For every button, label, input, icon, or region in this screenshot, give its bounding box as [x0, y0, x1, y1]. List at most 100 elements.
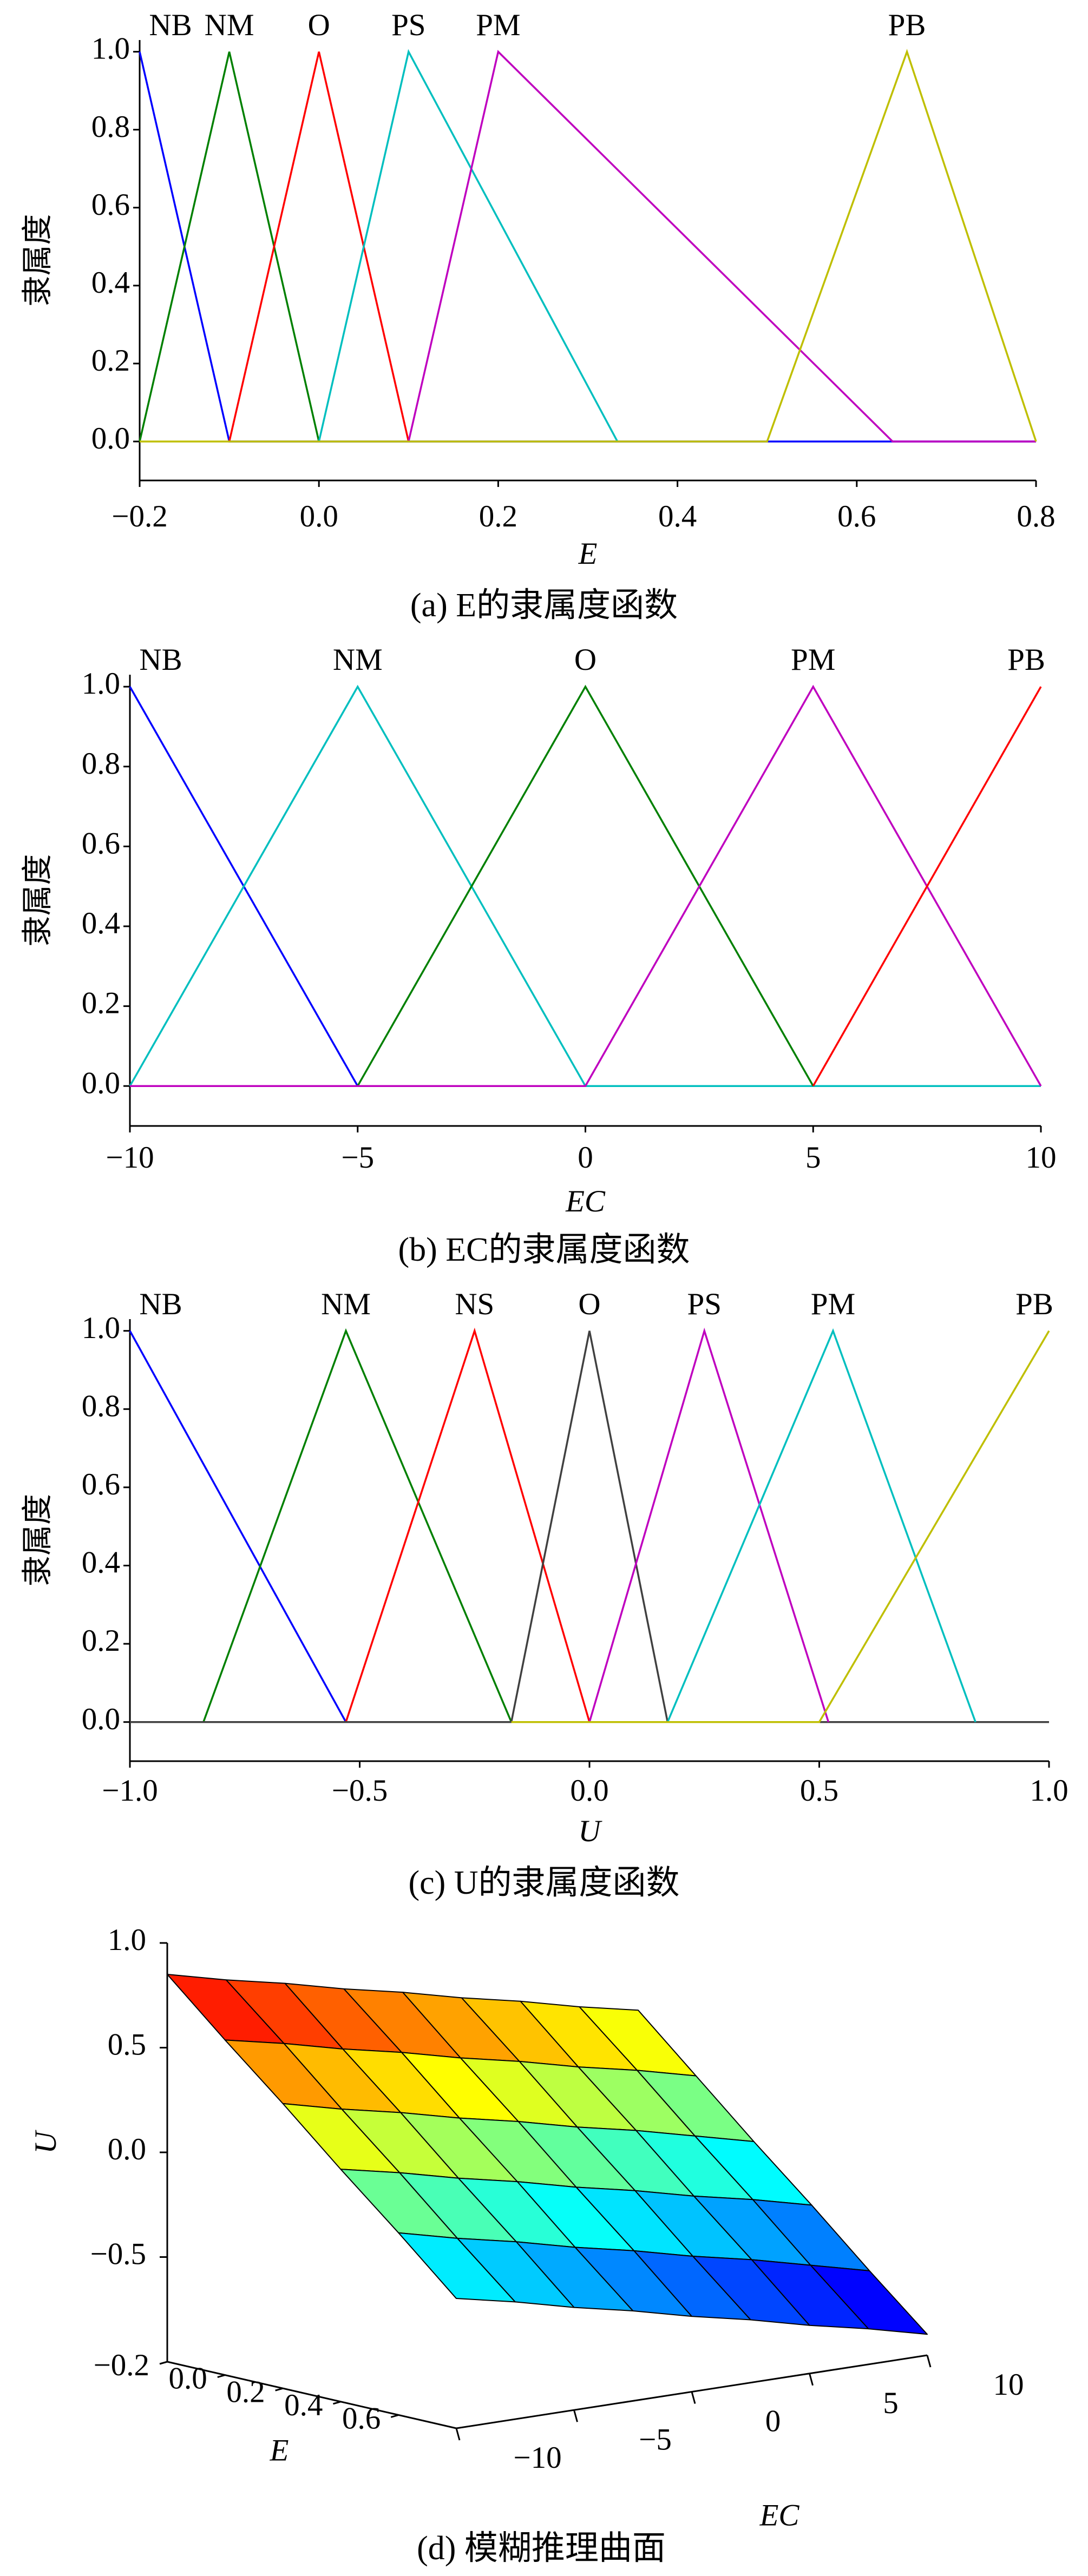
series-line: [228, 51, 410, 442]
y-tick-label: 0: [765, 2404, 781, 2439]
y-tick-label: 1.0: [82, 667, 120, 701]
y-tick-label: −10: [513, 2441, 561, 2475]
x-tick-label: 0.8: [1017, 499, 1055, 533]
series-label: PB: [1015, 1287, 1053, 1321]
x-axis-label: U: [578, 1814, 602, 1848]
y-tick-label: 0.4: [82, 1546, 120, 1580]
y-tick-label: 0.8: [82, 1389, 120, 1423]
x-tick-label: −1.0: [102, 1774, 158, 1808]
caption: (c) U的隶属度函数: [408, 1865, 679, 1901]
y-tick-label: 0.0: [91, 421, 130, 456]
x-tick-label: 0.4: [658, 499, 697, 533]
caption: (a) E的隶属度函数: [410, 587, 678, 624]
y-axis-label: 隶属度: [21, 1494, 55, 1586]
y-axis-label: EC: [759, 2499, 800, 2533]
surface-patch: [398, 2232, 516, 2303]
z-axis-label: U: [29, 2130, 63, 2154]
series-line: [129, 684, 1041, 1087]
x-axis-label: E: [578, 537, 598, 571]
series-label: NB: [139, 643, 182, 677]
series-label: NB: [139, 1287, 182, 1321]
series-line: [130, 684, 1042, 1087]
series-line: [130, 1330, 1049, 1723]
x-tick-label: 0.0: [300, 499, 338, 533]
x-axis-label: EC: [565, 1184, 606, 1218]
x-tick: [159, 2361, 168, 2365]
x-tick-label: 0.6: [837, 499, 876, 533]
y-tick-label: 1.0: [82, 1311, 120, 1345]
series-label: O: [308, 8, 330, 42]
y-tick-label: 10: [993, 2368, 1024, 2402]
x-tick-label: 0.2: [479, 499, 517, 533]
series-label: NM: [321, 1287, 371, 1321]
y-tick-label: 0.6: [91, 188, 130, 222]
series-line: [318, 49, 619, 442]
x-tick-label: −10: [106, 1141, 154, 1175]
x-axis: [167, 2361, 457, 2429]
x-tick: [217, 2374, 226, 2379]
y-tick-label: 0.8: [91, 110, 130, 144]
y-tick-label: 0.2: [91, 344, 130, 378]
series-line: [812, 686, 1042, 1087]
y-tick-label: 0.8: [82, 747, 120, 781]
x-tick-label: 0.6: [342, 2401, 381, 2435]
y-tick-label: 0.2: [82, 986, 120, 1020]
caption: (d) 模糊推理曲面: [417, 2530, 666, 2567]
x-tick-label: 0.0: [570, 1774, 608, 1808]
series-label: NM: [205, 8, 254, 42]
y-tick-label: 0.2: [82, 1624, 120, 1658]
x-tick: [275, 2387, 284, 2391]
series-label: PB: [1007, 643, 1045, 677]
y-tick: [809, 2373, 814, 2386]
x-tick-label: −0.2: [112, 499, 167, 533]
series-label: NS: [455, 1287, 494, 1321]
series-label: O: [574, 643, 597, 677]
series-label: PM: [476, 8, 520, 42]
x-tick-label: 0.0: [169, 2362, 207, 2396]
z-tick-label: −0.5: [90, 2237, 146, 2271]
series-label: PM: [791, 643, 835, 677]
x-tick: [332, 2401, 341, 2405]
x-tick-label: −5: [341, 1141, 374, 1175]
y-tick: [691, 2391, 696, 2404]
series-label: O: [578, 1287, 600, 1321]
y-axis-label: 隶属度: [21, 214, 55, 307]
y-tick: [926, 2355, 932, 2368]
series-line: [140, 49, 1037, 443]
series-line: [345, 1327, 591, 1723]
series-line: [129, 686, 1041, 1087]
x-tick-label: 5: [805, 1141, 821, 1175]
x-tick-label: 1.0: [1030, 1774, 1068, 1808]
x-tick-label: 0.4: [284, 2388, 323, 2422]
series-line: [666, 1328, 976, 1723]
series-line: [129, 1330, 347, 1723]
series-label: PB: [888, 8, 926, 42]
series-line: [139, 51, 320, 442]
x-tick-label: −0.2: [94, 2348, 149, 2382]
y-axis-label: 隶属度: [21, 854, 55, 947]
y-tick-label: 0.6: [82, 1467, 120, 1501]
series-line: [202, 1328, 513, 1723]
series-line: [588, 1327, 830, 1723]
series-line: [511, 1330, 1050, 1723]
series-label: PM: [811, 1287, 855, 1321]
series-label: PS: [687, 1287, 722, 1321]
y-tick-label: 5: [883, 2386, 899, 2420]
y-tick-label: −5: [639, 2422, 672, 2456]
series-label: NB: [149, 8, 192, 42]
y-tick-label: 0.6: [82, 826, 120, 860]
x-tick-label: 0: [578, 1141, 593, 1175]
y-tick: [573, 2409, 578, 2422]
z-tick-label: 0.0: [108, 2132, 146, 2166]
series-label: NM: [333, 643, 383, 677]
x-tick-label: −0.5: [332, 1774, 388, 1808]
y-tick-label: 0.4: [91, 266, 130, 300]
y-tick-label: 0.0: [82, 1702, 120, 1736]
series-label: PS: [391, 8, 425, 42]
series-line: [408, 50, 1036, 443]
x-axis-label: E: [270, 2434, 289, 2468]
series-line: [357, 684, 814, 1087]
x-tick-label: 10: [1026, 1141, 1057, 1175]
x-tick: [390, 2414, 399, 2418]
